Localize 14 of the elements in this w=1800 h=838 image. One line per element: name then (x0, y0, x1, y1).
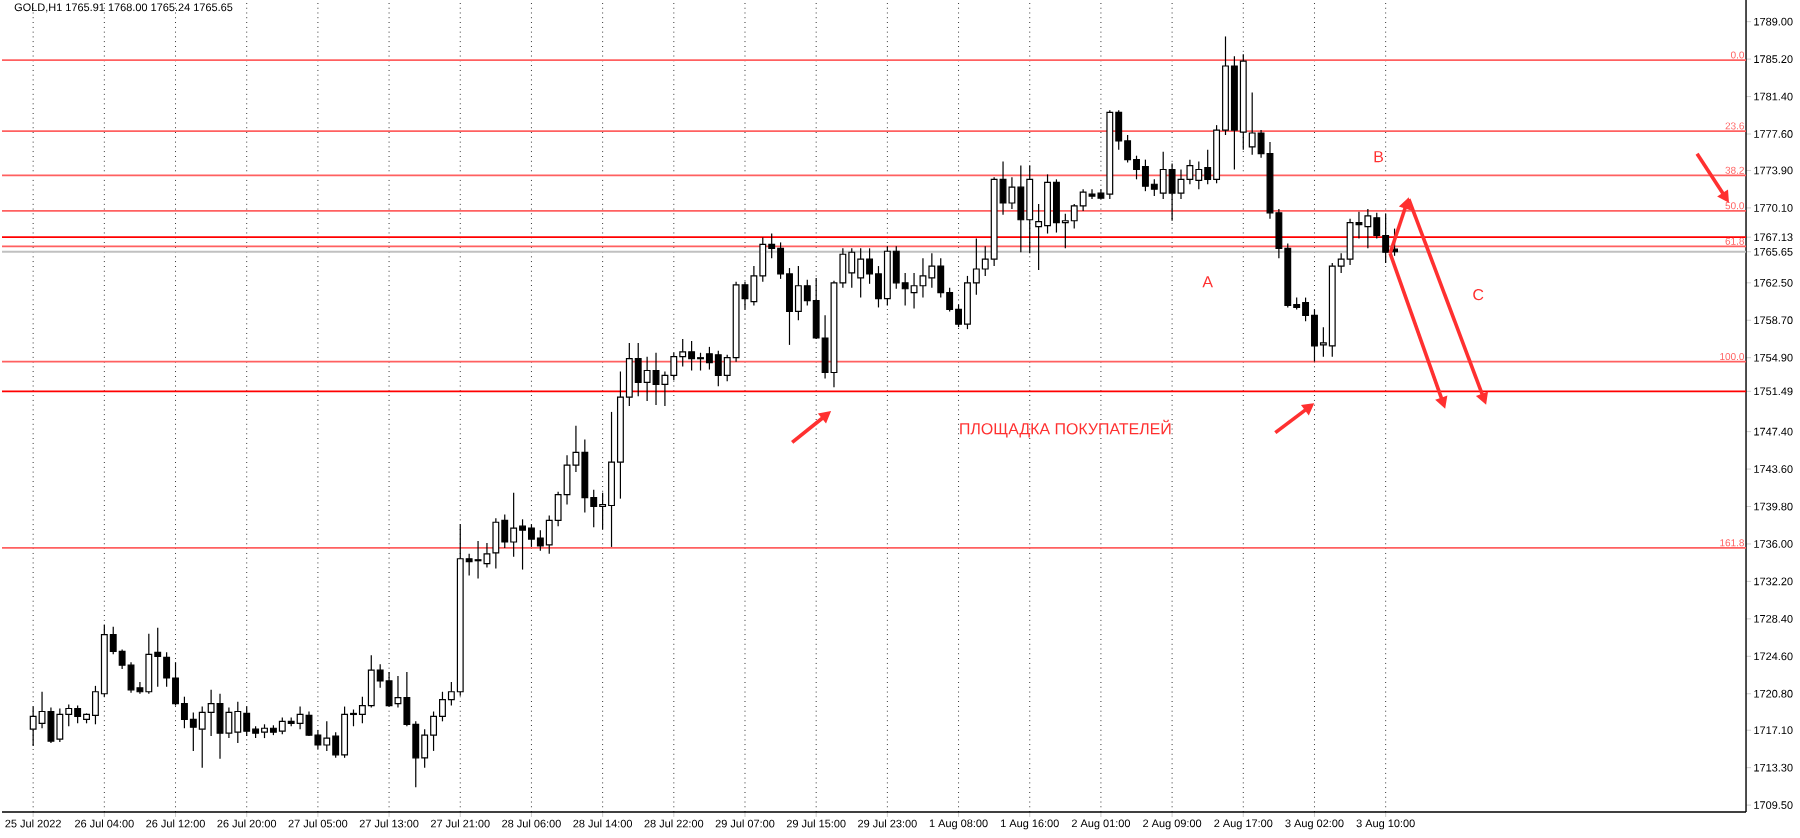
candlestick (225, 706, 233, 739)
candlestick (483, 542, 491, 569)
candlestick (216, 693, 224, 760)
candlestick (1088, 188, 1096, 200)
candlestick (1168, 162, 1176, 222)
candlestick (919, 257, 927, 299)
candlestick (47, 706, 55, 744)
candlestick (474, 540, 482, 580)
candlestick (652, 352, 660, 406)
candlestick (910, 272, 918, 310)
candlestick (385, 671, 393, 708)
candlestick (492, 517, 500, 570)
candlestick (296, 705, 304, 730)
candlestick (1346, 218, 1354, 266)
